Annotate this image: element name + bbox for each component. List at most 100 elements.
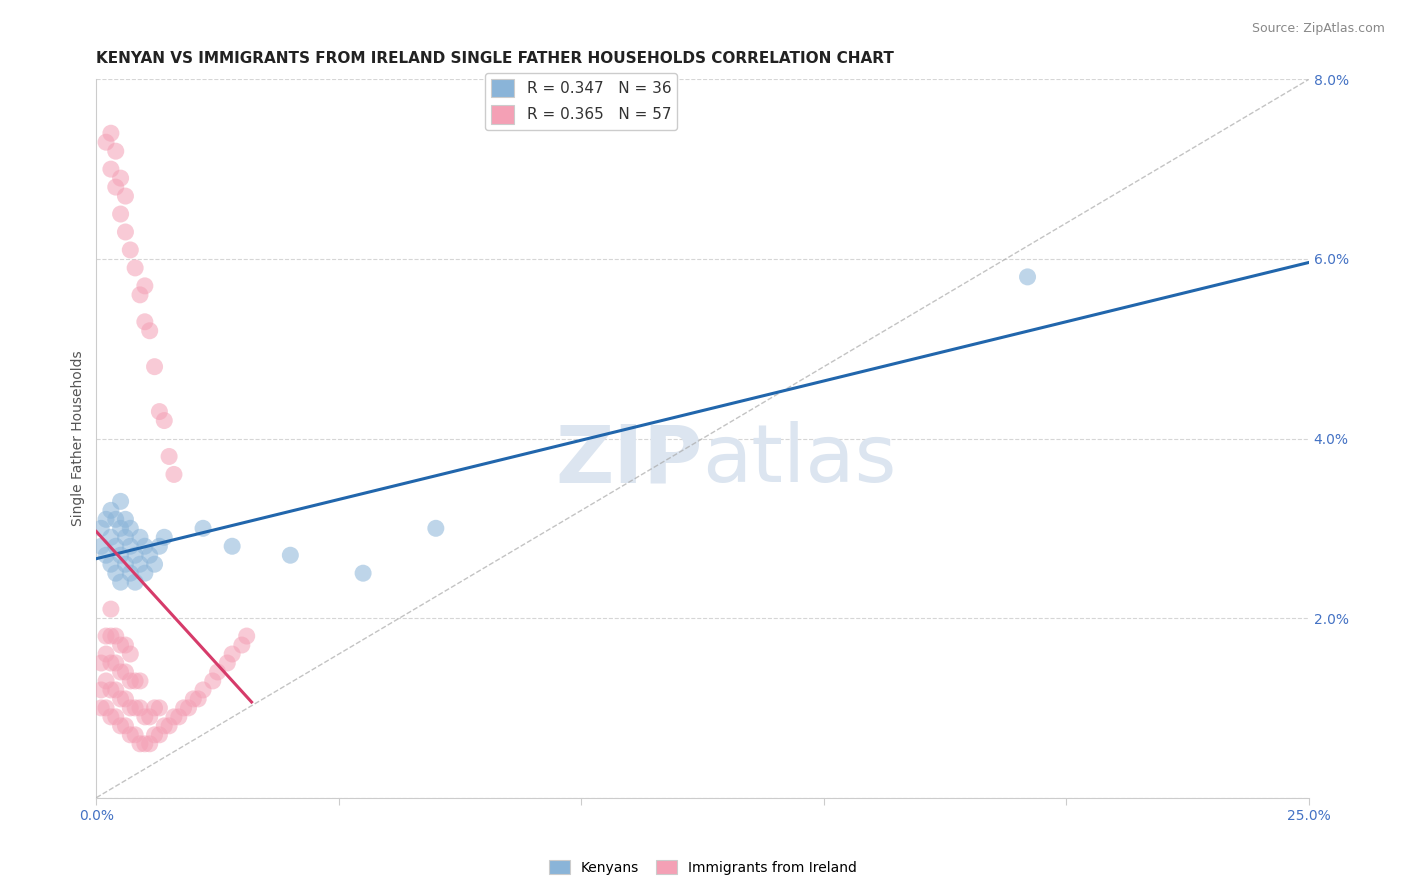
Point <box>110 719 132 733</box>
Y-axis label: Single Father Households: Single Father Households <box>72 351 86 526</box>
Point <box>129 737 152 751</box>
Point <box>94 548 117 562</box>
Point <box>94 512 117 526</box>
Point <box>114 512 136 526</box>
Point <box>153 530 176 544</box>
Point <box>90 539 112 553</box>
Point <box>134 278 156 293</box>
Point <box>110 575 132 590</box>
Point <box>143 701 166 715</box>
Point <box>221 647 243 661</box>
Point <box>100 656 122 670</box>
Point <box>120 647 142 661</box>
Point <box>104 566 127 581</box>
Point <box>143 359 166 374</box>
Point <box>425 521 447 535</box>
Point <box>124 548 146 562</box>
Point <box>94 629 117 643</box>
Point <box>104 144 127 158</box>
Point <box>120 521 142 535</box>
Point <box>134 710 156 724</box>
Point <box>120 566 142 581</box>
Point <box>104 710 127 724</box>
Point <box>134 566 156 581</box>
Point <box>114 665 136 679</box>
Point <box>148 701 170 715</box>
Point <box>120 728 142 742</box>
Point <box>120 673 142 688</box>
Point <box>100 126 122 140</box>
Point <box>129 530 152 544</box>
Point <box>114 719 136 733</box>
Point <box>104 539 127 553</box>
Point <box>100 503 122 517</box>
Legend: Kenyans, Immigrants from Ireland: Kenyans, Immigrants from Ireland <box>544 855 862 880</box>
Point <box>143 558 166 572</box>
Point <box>138 324 160 338</box>
Point <box>153 413 176 427</box>
Point <box>148 539 170 553</box>
Text: ZIP: ZIP <box>555 421 703 499</box>
Point <box>124 673 146 688</box>
Point <box>235 629 257 643</box>
Point <box>104 656 127 670</box>
Point <box>187 692 209 706</box>
Point <box>134 315 156 329</box>
Point <box>90 682 112 697</box>
Point <box>100 558 122 572</box>
Point <box>90 701 112 715</box>
Point <box>129 673 152 688</box>
Point <box>163 467 186 482</box>
Point <box>183 692 205 706</box>
Point <box>94 135 117 149</box>
Point <box>157 450 180 464</box>
Point <box>124 575 146 590</box>
Point <box>120 539 142 553</box>
Point <box>217 656 239 670</box>
Point <box>173 701 195 715</box>
Point <box>90 656 112 670</box>
Point <box>94 701 117 715</box>
Point <box>94 647 117 661</box>
Point <box>104 629 127 643</box>
Point <box>191 521 214 535</box>
Point <box>104 180 127 194</box>
Point <box>201 673 224 688</box>
Point <box>110 207 132 221</box>
Point <box>110 548 132 562</box>
Point <box>124 728 146 742</box>
Point <box>153 719 176 733</box>
Text: Source: ZipAtlas.com: Source: ZipAtlas.com <box>1251 22 1385 36</box>
Point <box>100 710 122 724</box>
Point <box>100 602 122 616</box>
Point <box>129 288 152 302</box>
Point <box>114 189 136 203</box>
Point <box>100 682 122 697</box>
Point <box>100 530 122 544</box>
Point <box>114 638 136 652</box>
Point <box>138 710 160 724</box>
Point <box>124 701 146 715</box>
Point <box>114 530 136 544</box>
Point <box>110 665 132 679</box>
Point <box>177 701 200 715</box>
Point <box>120 701 142 715</box>
Point <box>124 260 146 275</box>
Point <box>104 682 127 697</box>
Point <box>114 558 136 572</box>
Point <box>110 638 132 652</box>
Point <box>221 539 243 553</box>
Point <box>90 521 112 535</box>
Point <box>138 737 160 751</box>
Point <box>110 494 132 508</box>
Point <box>114 692 136 706</box>
Text: atlas: atlas <box>703 421 897 499</box>
Point <box>114 225 136 239</box>
Point <box>148 728 170 742</box>
Point <box>134 539 156 553</box>
Point <box>129 701 152 715</box>
Point <box>134 737 156 751</box>
Point <box>163 710 186 724</box>
Point <box>94 673 117 688</box>
Point <box>110 171 132 186</box>
